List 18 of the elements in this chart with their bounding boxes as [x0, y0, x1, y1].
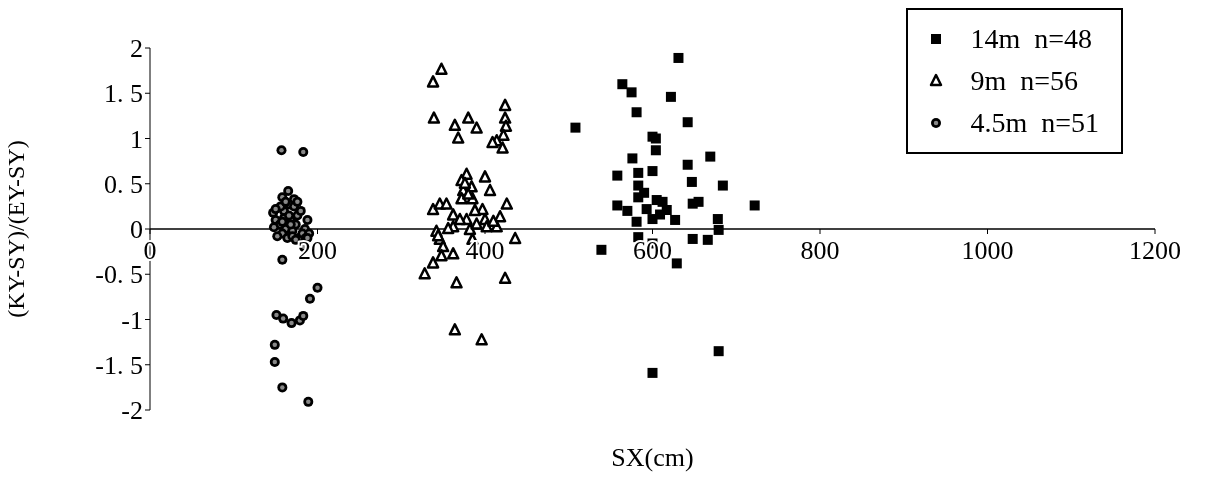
- legend-label: 9m n=56: [970, 65, 1078, 97]
- y-tick-label: -2: [121, 396, 143, 426]
- y-tick-label: -1: [121, 305, 143, 335]
- y-tick-label: 1. 5: [104, 79, 143, 109]
- legend-label: 14m n=48: [970, 23, 1092, 55]
- x-tick-label: 1200: [1129, 236, 1181, 265]
- x-tick-label: 1000: [961, 236, 1014, 265]
- y-tick-label: -1. 5: [95, 350, 143, 380]
- y-tick-label: 0. 5: [104, 169, 143, 199]
- legend-label: 4.5m n=51: [970, 107, 1099, 139]
- x-tick-label: 800: [800, 236, 840, 265]
- y-tick-label: 0: [130, 215, 143, 245]
- x-tick-label: 400: [465, 236, 505, 265]
- y-tick-label: 1: [130, 124, 143, 154]
- x-axis-title: SX(cm): [611, 443, 694, 472]
- y-tick-label: 2: [130, 34, 143, 64]
- y-tick-label: -0. 5: [95, 260, 143, 290]
- x-tick-label: 600: [633, 236, 672, 265]
